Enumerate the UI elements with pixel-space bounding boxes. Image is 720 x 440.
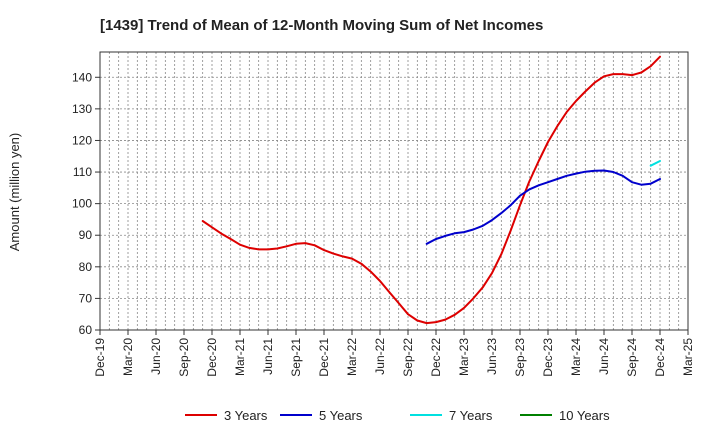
x-tick-label: Dec-20 [205, 338, 219, 377]
x-tick-label: Mar-20 [121, 338, 135, 376]
x-tick-label: Jun-24 [597, 338, 611, 375]
x-tick-label: Dec-23 [541, 338, 555, 377]
x-tick-label: Jun-22 [373, 338, 387, 375]
x-tick-label: Jun-20 [149, 338, 163, 375]
y-axis-label: Amount (million yen) [7, 133, 22, 252]
x-tick-label: Mar-23 [457, 338, 471, 376]
x-axis-ticks: Dec-19 Mar-20 Jun-20 Sep-20 Dec-20 Mar-21 Jun-… [93, 330, 695, 377]
x-tick-label: Mar-21 [233, 338, 247, 376]
x-tick-label: Dec-22 [429, 338, 443, 377]
y-tick-label: 130 [72, 102, 92, 116]
y-tick-label: 100 [72, 197, 92, 211]
y-tick-label: 70 [79, 291, 93, 305]
y-tick-label: 60 [79, 323, 93, 337]
legend-label: 5 Years [319, 408, 363, 423]
legend-label: 3 Years [224, 408, 268, 423]
legend-label: 7 Years [449, 408, 493, 423]
x-tick-label: Mar-22 [345, 338, 359, 376]
plot-frame [99, 51, 689, 331]
y-tick-label: 80 [79, 260, 93, 274]
chart-title: [1439] Trend of Mean of 12-Month Moving … [100, 17, 543, 34]
x-tick-label: Jun-23 [485, 338, 499, 375]
x-tick-label: Sep-24 [625, 338, 639, 377]
x-tick-label: Jun-21 [261, 338, 275, 375]
x-tick-label: Sep-23 [513, 338, 527, 377]
x-tick-label: Sep-20 [177, 338, 191, 377]
legend: 3 Years 5 Years 7 Years 10 Years [185, 408, 610, 423]
grid [100, 52, 688, 330]
y-tick-label: 140 [72, 70, 92, 84]
x-tick-label: Dec-21 [317, 338, 331, 377]
y-tick-label: 120 [72, 133, 92, 147]
x-tick-label: Sep-22 [401, 338, 415, 377]
y-tick-label: 110 [73, 165, 92, 179]
y-tick-label: 90 [79, 228, 93, 242]
series-line-5-years [425, 169, 661, 245]
legend-label: 10 Years [559, 408, 610, 423]
series-line-7-years [649, 160, 661, 167]
x-tick-label: Sep-21 [289, 338, 303, 377]
series-lines [201, 55, 661, 325]
x-tick-label: Mar-24 [569, 338, 583, 376]
x-tick-label: Dec-24 [653, 338, 667, 377]
y-axis-ticks: 60 70 80 90 100 110 120 130 140 [72, 70, 100, 337]
x-tick-label: Mar-25 [681, 338, 695, 376]
series-line-3-years [201, 55, 661, 325]
x-tick-label: Dec-19 [93, 338, 107, 377]
